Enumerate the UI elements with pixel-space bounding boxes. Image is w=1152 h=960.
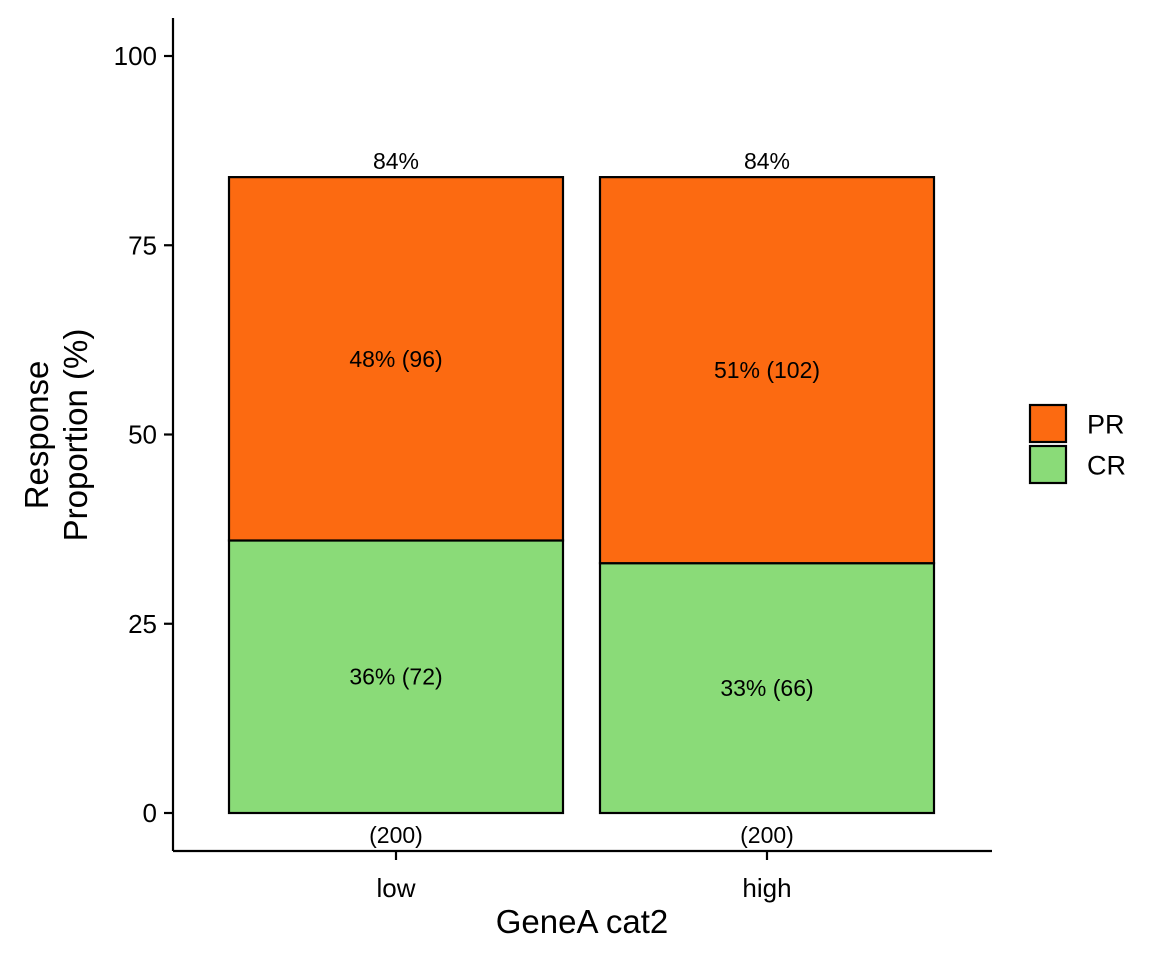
legend-key-pr: [1028, 403, 1068, 444]
legend-key-cr: [1028, 444, 1068, 485]
y-tick-label-50: 50: [128, 420, 157, 450]
legend-label-cr: CR: [1087, 451, 1126, 481]
bar-pr-high: [598, 176, 936, 565]
y-axis-title-line-1: Response: [18, 361, 55, 510]
x-axis-title: GeneA cat2: [496, 903, 668, 940]
bar-label-cr-high: 33% (66): [720, 675, 813, 701]
legend: PR CR: [1028, 403, 1126, 485]
bar-label-pr-high: 51% (102): [714, 357, 820, 383]
y-tick-label-100: 100: [114, 41, 157, 71]
bar-label-pr-low: 48% (96): [349, 346, 442, 372]
bar-pr-low: [227, 176, 565, 542]
axes: low high 0 25 50 75 100: [114, 18, 992, 903]
y-tick-label-25: 25: [128, 609, 157, 639]
plot-area: 36% (72) 48% (96) 84% (200) 33% (66) 51% (102…: [227, 148, 936, 848]
n-label-low: (200): [369, 822, 423, 848]
legend-label-pr: PR: [1087, 410, 1125, 440]
y-axis-title: Response Proportion (%): [18, 329, 94, 542]
y-tick-label-75: 75: [128, 230, 157, 260]
y-tick-label-0: 0: [143, 798, 157, 828]
y-axis-title-line-2: Proportion (%): [57, 329, 94, 542]
total-label-low: 84%: [373, 148, 419, 174]
x-tick-label-high: high: [742, 873, 791, 903]
n-label-high: (200): [740, 822, 794, 848]
total-label-high: 84%: [744, 148, 790, 174]
bar-cr-low: [227, 539, 565, 815]
bar-label-cr-low: 36% (72): [349, 664, 442, 690]
x-tick-label-low: low: [376, 873, 415, 903]
